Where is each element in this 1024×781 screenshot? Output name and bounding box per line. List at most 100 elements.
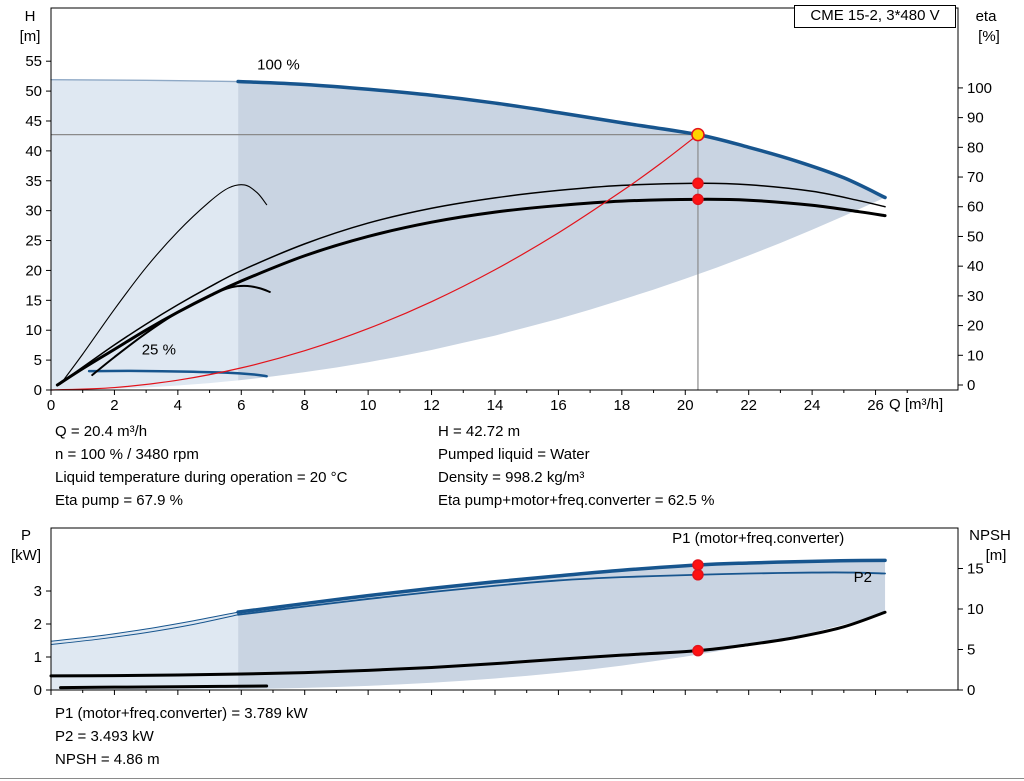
power-npsh-chart: 0 1 2 3 0 5 10 15 P [kW] NPSH [m] P1 (motor+freq.con… <box>11 527 1011 699</box>
duty-point <box>691 127 705 142</box>
left-tick-label: 1 <box>34 649 42 666</box>
left-tick-label: 0 <box>34 682 42 699</box>
info-p1: P1 (motor+freq.converter) = 3.789 kW <box>55 705 308 722</box>
x-tick-label: 14 <box>487 397 504 414</box>
operating-data-left: Q = 20.4 m³/h n = 100 % / 3480 rpm Liqui… <box>55 420 347 512</box>
left-tick-label: 3 <box>34 583 42 600</box>
pump-model-label: CME 15-2, 3*480 V <box>810 7 940 24</box>
right-tick-label: 0 <box>967 377 975 394</box>
left-tick-label: 55 <box>25 53 42 70</box>
left-axis-ticks: 0 1 2 3 <box>34 583 51 699</box>
x-tick-label: 24 <box>804 397 821 414</box>
axis-title: [kW] <box>11 547 41 564</box>
plot-frame <box>50 7 959 391</box>
x-axis-ticks <box>50 690 908 695</box>
left-tick-label: 20 <box>25 262 42 279</box>
axis-title: Q [m³/h] <box>889 396 943 413</box>
label-p2: P2 <box>854 569 872 586</box>
p1-curve <box>236 558 887 614</box>
right-tick-label: 70 <box>967 169 984 186</box>
npsh-low-speed-curve <box>59 684 269 690</box>
right-tick-label: 20 <box>967 318 984 335</box>
info-liquid-temp: Liquid temperature during operation = 20… <box>55 469 348 486</box>
hq-eta-chart: 0 2 4 6 8 10 12 14 16 18 20 22 24 2605101520253035404… <box>20 7 1000 414</box>
pump-curve-100-percent <box>236 79 887 200</box>
right-axis-ticks: 0 5 10 15 <box>958 561 984 699</box>
x-tick-label: 8 <box>301 397 309 414</box>
info-speed: n = 100 % / 3480 rpm <box>55 446 199 463</box>
info-npsh: NPSH = 4.86 m <box>55 751 160 768</box>
x-tick-label: 2 <box>110 397 118 414</box>
x-tick-label: 20 <box>677 397 694 414</box>
x-tick-label: 18 <box>613 397 630 414</box>
right-tick-label: 40 <box>967 258 984 275</box>
left-tick-label: 10 <box>25 322 42 339</box>
axis-title: [%] <box>978 28 1000 45</box>
info-eta-total: Eta pump+motor+freq.converter = 62.5 % <box>438 492 715 509</box>
x-axis-ticks: 0 2 4 6 8 10 12 14 16 18 20 22 24 26 <box>47 390 908 414</box>
info-eta-pump: Eta pump = 67.9 % <box>55 492 183 509</box>
left-tick-label: 0 <box>34 382 42 399</box>
operating-data-right: H = 42.72 m Pumped liquid = Water Densit… <box>438 420 714 512</box>
pump-model-box: CME 15-2, 3*480 V <box>794 5 956 28</box>
left-tick-label: 5 <box>34 352 42 369</box>
power-data: P1 (motor+freq.converter) = 3.789 kW P2 … <box>55 702 308 771</box>
p1-low-speed-line <box>50 611 239 642</box>
npsh-point <box>692 644 704 657</box>
right-axis-ticks: 0 10 20 30 40 50 60 70 80 90 100 <box>958 80 992 394</box>
right-tick-label: 80 <box>967 139 984 156</box>
eta-pump-curve <box>56 182 886 386</box>
left-tick-label: 30 <box>25 203 42 220</box>
right-tick-label: 5 <box>967 642 975 659</box>
pump-curve-25-percent <box>87 369 268 378</box>
p2-curve <box>237 571 886 616</box>
x-tick-label: 12 <box>423 397 440 414</box>
x-tick-label: 0 <box>47 397 55 414</box>
duty-range-pale <box>51 79 239 390</box>
axis-title: H <box>25 8 36 25</box>
eta-arc-thick-low-speed <box>91 284 271 377</box>
x-tick-label: 22 <box>740 397 757 414</box>
right-tick-label: 0 <box>967 682 975 699</box>
x-tick-label: 6 <box>237 397 245 414</box>
right-tick-label: 15 <box>967 561 984 578</box>
right-tick-label: 30 <box>967 288 984 305</box>
info-pumped-liquid: Pumped liquid = Water <box>438 446 590 463</box>
right-tick-label: 10 <box>967 347 984 364</box>
left-tick-label: 35 <box>25 173 42 190</box>
duty-parabola <box>50 134 699 391</box>
right-tick-label: 60 <box>967 199 984 216</box>
p2-point <box>692 569 704 581</box>
info-density: Density = 998.2 kg/m³ <box>438 469 585 486</box>
left-axis-ticks: 0 5 10 15 20 25 30 35 40 45 50 55 <box>25 53 51 399</box>
eta-pump-point <box>692 177 704 190</box>
p1-point <box>692 559 704 571</box>
label-100-percent: 100 % <box>257 57 300 74</box>
left-tick-label: 2 <box>34 616 42 633</box>
left-tick-label: 50 <box>25 83 42 100</box>
axis-title: [m] <box>20 28 41 45</box>
info-p2: P2 = 3.493 kW <box>55 728 154 745</box>
label-25-percent: 25 % <box>142 342 176 359</box>
power-range-pale <box>51 612 239 690</box>
pump-curve-100-extension <box>50 79 239 83</box>
axis-title: NPSH <box>969 527 1011 544</box>
right-tick-label: 50 <box>967 228 984 245</box>
axis-title: eta <box>976 8 998 25</box>
x-tick-label: 10 <box>360 397 377 414</box>
p2-low-speed-line <box>50 614 239 645</box>
left-tick-label: 45 <box>25 113 42 130</box>
eta-total-point <box>692 193 704 206</box>
info-head: H = 42.72 m <box>438 423 521 440</box>
x-tick-label: 4 <box>174 397 182 414</box>
axis-title: P <box>21 527 31 544</box>
x-tick-label: 26 <box>867 397 884 414</box>
left-tick-label: 40 <box>25 143 42 160</box>
right-tick-label: 10 <box>967 601 984 618</box>
info-flow: Q = 20.4 m³/h <box>55 423 148 440</box>
eta-arc-thin-low-speed <box>59 184 268 385</box>
axis-title: [m] <box>986 547 1007 564</box>
left-tick-label: 25 <box>25 233 42 250</box>
